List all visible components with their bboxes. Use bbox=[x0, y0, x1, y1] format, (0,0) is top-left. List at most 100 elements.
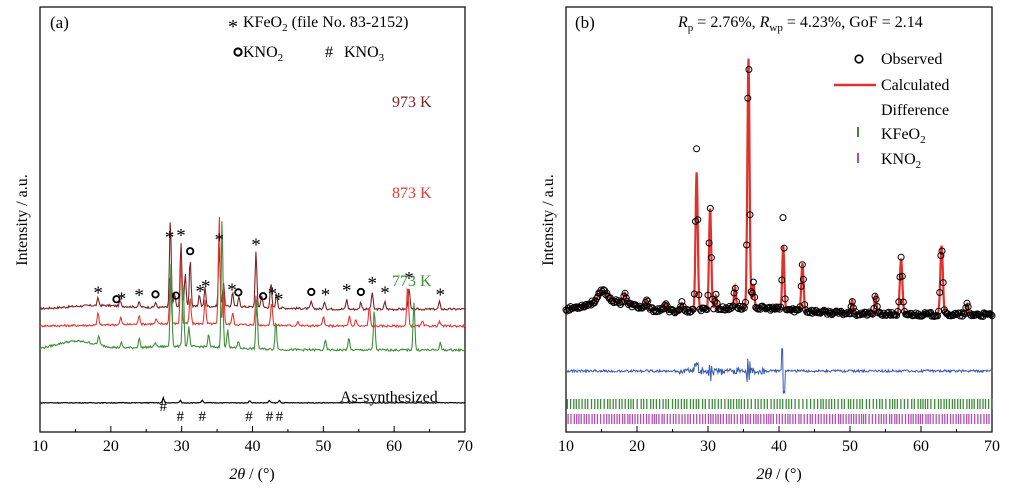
observed-point bbox=[872, 295, 880, 303]
observed-point bbox=[678, 298, 686, 306]
observed-point bbox=[640, 302, 648, 310]
observed-point bbox=[743, 241, 751, 249]
x-tick-label: 50 bbox=[315, 438, 331, 455]
observed-point bbox=[934, 312, 941, 320]
observed-point bbox=[729, 302, 737, 310]
observed-point bbox=[778, 276, 786, 284]
kno3-hash-marker: # bbox=[266, 409, 274, 425]
x-tick-label: 70 bbox=[457, 438, 473, 455]
panel-a-y-axis-label: Intensity / a.u. bbox=[14, 174, 31, 266]
legend-kno2-label: KNO2 bbox=[243, 44, 283, 64]
panel-b-x-ticks: 10 20 30 40 50 60 70 bbox=[558, 426, 1000, 455]
kno2-circle-marker bbox=[259, 292, 268, 301]
observed-point bbox=[898, 272, 906, 280]
observed-point bbox=[843, 310, 851, 318]
observed-point bbox=[723, 305, 731, 313]
legend-difference-label: Difference bbox=[881, 102, 949, 119]
kfeo2-star-marker: * bbox=[404, 269, 414, 290]
kfeo2-star-marker: * bbox=[435, 285, 445, 306]
x-tick-label: 10 bbox=[32, 438, 48, 455]
panel-b-label: (b) bbox=[575, 13, 595, 32]
panel-a-x-ticks: 10 20 30 40 50 60 70 bbox=[32, 426, 473, 455]
difference-curve-group bbox=[565, 348, 993, 395]
panel-a-legend: * KFeO2 (file No. 83-2152) KNO2 # KNO3 bbox=[228, 14, 408, 64]
observed-point bbox=[937, 252, 945, 259]
panel-a-series-group bbox=[39, 216, 466, 404]
panel-a-markers-group: * * ** ******** * * * ***## # # # # bbox=[93, 225, 445, 425]
observed-point bbox=[798, 261, 806, 269]
kno2-circle-marker bbox=[112, 295, 121, 304]
kno2-circle-marker bbox=[171, 291, 181, 300]
kno2-circle-marker bbox=[186, 247, 195, 256]
series-label-973k: 973 K bbox=[392, 94, 432, 111]
observed-point bbox=[938, 247, 946, 255]
kno3-hash-marker: # bbox=[160, 399, 168, 415]
observed-point bbox=[986, 310, 994, 318]
observed-point bbox=[730, 289, 738, 297]
observed-point bbox=[587, 301, 595, 309]
kno2-circle-marker bbox=[234, 288, 243, 297]
observed-point bbox=[799, 275, 807, 283]
observed-point bbox=[748, 289, 756, 297]
observed-point bbox=[623, 297, 631, 305]
observed-point bbox=[656, 305, 664, 312]
series-line-873-k bbox=[39, 216, 466, 329]
x-tick-label: 60 bbox=[913, 438, 929, 455]
kno3-hash-marker: # bbox=[276, 409, 284, 425]
observed-point bbox=[781, 295, 789, 303]
kfeo2-star-marker: * bbox=[117, 289, 127, 310]
panel-b-y-axis-label: Intensity / a.u. bbox=[540, 174, 557, 266]
legend-observed-label: Observed bbox=[881, 51, 942, 68]
legend-hash-marker: # bbox=[325, 44, 333, 61]
observed-point bbox=[939, 279, 947, 287]
observed-point bbox=[712, 290, 720, 298]
observed-point bbox=[777, 303, 785, 311]
observed-point bbox=[638, 304, 646, 312]
difference-curve-line bbox=[565, 348, 993, 395]
kfeo2-star-marker: * bbox=[195, 282, 205, 303]
x-tick-label: 40 bbox=[245, 438, 261, 455]
x-tick-label: 50 bbox=[842, 438, 858, 455]
observed-point bbox=[695, 291, 703, 299]
x-tick-label: 30 bbox=[174, 438, 190, 455]
x-tick-label: 10 bbox=[558, 438, 574, 455]
observed-point bbox=[705, 239, 713, 247]
kno2-circle-marker bbox=[307, 287, 316, 297]
x-tick-label: 40 bbox=[771, 438, 787, 455]
kfeo2-star-marker: * bbox=[274, 290, 284, 311]
panel-b: (b) Rp = 2.76%, Rwp = 4.23%, GoF = 2.14 … bbox=[540, 6, 1000, 483]
observed-point bbox=[621, 289, 629, 297]
observed-point bbox=[739, 302, 747, 310]
observed-point bbox=[643, 296, 651, 304]
kfeo2-star-marker: * bbox=[201, 277, 211, 298]
panel-b-frame bbox=[565, 6, 993, 433]
observed-point bbox=[597, 286, 605, 294]
kfeo2-star-marker: * bbox=[321, 285, 331, 306]
legend-observed-marker bbox=[854, 54, 864, 64]
panel-b-x-axis-label: 2θ / (°) bbox=[756, 466, 801, 483]
observed-point bbox=[988, 312, 996, 320]
x-tick-label: 30 bbox=[700, 438, 716, 455]
observed-point bbox=[709, 295, 716, 303]
kno3-hash-marker: # bbox=[245, 409, 253, 425]
calculated-profile-group bbox=[566, 58, 992, 316]
observed-point bbox=[747, 288, 755, 296]
observed-point bbox=[936, 289, 944, 296]
observed-point bbox=[731, 284, 739, 292]
observed-point bbox=[689, 305, 697, 313]
observed-point bbox=[704, 291, 712, 299]
observed-point bbox=[636, 302, 644, 310]
kno2-reflection-ticks bbox=[567, 414, 990, 424]
observed-point bbox=[622, 294, 630, 302]
observed-point bbox=[703, 306, 711, 313]
series-label-773k: 773 K bbox=[392, 273, 432, 290]
panel-a-x-axis-label: 2θ / (°) bbox=[229, 466, 274, 483]
observed-point bbox=[744, 94, 752, 102]
observed-point bbox=[987, 311, 995, 319]
observed-point bbox=[801, 301, 809, 309]
observed-point bbox=[670, 308, 678, 316]
series-line-as-synthesized bbox=[40, 395, 466, 404]
calculated-profile-line bbox=[566, 58, 992, 316]
kfeo2-reflection-ticks bbox=[566, 399, 993, 409]
